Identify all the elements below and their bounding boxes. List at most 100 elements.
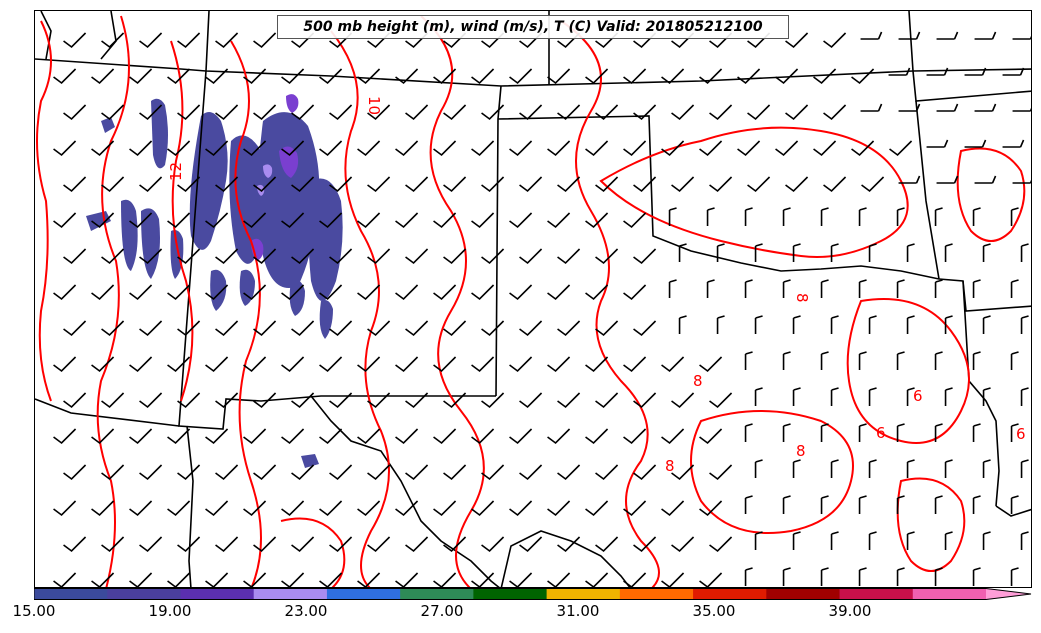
wind-barb [367, 176, 391, 193]
wind-barb [906, 531, 915, 550]
wind-barb [830, 243, 839, 262]
wind-barb [91, 428, 115, 445]
wind-barb [91, 212, 115, 229]
wind-barb [319, 572, 343, 587]
colorbar [34, 588, 1032, 600]
wind-barb [129, 428, 153, 445]
wind-barb [63, 536, 87, 553]
wind-barb [215, 176, 239, 193]
wind-barb [177, 104, 201, 121]
wind-barb [205, 428, 229, 445]
wind-barb [782, 351, 791, 370]
wind-barb [509, 500, 533, 517]
wind-barb [1002, 67, 1025, 76]
wind-barb [253, 32, 277, 49]
wind-barb [699, 500, 723, 517]
wind-barb [944, 459, 953, 478]
colorbar-bin [473, 588, 548, 600]
wind-barb [433, 572, 457, 587]
wind-barb [557, 320, 581, 337]
wind-barb [823, 104, 847, 121]
wind-barb [63, 320, 87, 337]
wind-barb [944, 531, 953, 550]
wind-barb [253, 464, 277, 481]
wind-barb [868, 531, 877, 550]
wind-barb [744, 423, 753, 442]
wind-barb [744, 567, 753, 586]
wind-barb [896, 567, 905, 586]
wind-barb [91, 500, 115, 517]
wind-barb [281, 284, 305, 301]
wind-barb [101, 32, 125, 49]
wind-barb [129, 356, 153, 373]
wind-barb [888, 67, 911, 76]
wind-barb [253, 248, 277, 265]
wind-barb [205, 500, 229, 517]
colorbar-tick-label: 39.00 [828, 602, 872, 620]
wind-barb [253, 392, 277, 409]
wind-barb [585, 500, 609, 517]
wind-barb [395, 500, 419, 517]
wind-barb [782, 495, 791, 514]
wind-barb [896, 351, 905, 370]
wind-barb [509, 68, 533, 85]
wind-barb [1010, 567, 1019, 586]
wind-barb [253, 536, 277, 553]
wind-barb [671, 176, 695, 193]
wind-barb [747, 176, 771, 193]
wind-barb [820, 207, 829, 226]
wind-barb [1020, 315, 1029, 334]
wind-barb [936, 31, 959, 40]
wind-barb [367, 536, 391, 553]
wind-barb [519, 320, 543, 337]
wind-barb [661, 572, 685, 587]
wind-barb [868, 315, 877, 334]
wind-barb [754, 459, 763, 478]
wind-barb [934, 495, 943, 514]
wind-barb [519, 464, 543, 481]
wind-barb [782, 279, 791, 298]
wind-barbs [53, 31, 1031, 587]
wind-barb [205, 284, 229, 301]
map-area[interactable]: 12 10 8 8 8 8 6 6 6 [34, 10, 1032, 588]
wind-barb [215, 32, 239, 49]
wind-barb [851, 68, 875, 85]
wind-barb [792, 459, 801, 478]
wind-barb [668, 207, 677, 226]
wind-barb [547, 212, 571, 229]
wind-barb [830, 531, 839, 550]
wind-barb [661, 500, 685, 517]
contour-label: 12 [167, 162, 185, 181]
map-svg: 12 10 8 8 8 8 6 6 6 [35, 11, 1031, 587]
wind-barb [944, 243, 953, 262]
wind-barb [1020, 387, 1029, 406]
wind-barb [139, 320, 163, 337]
wind-barb [205, 68, 229, 85]
wind-barb [243, 500, 267, 517]
wind-barb [519, 392, 543, 409]
wind-barb [716, 315, 725, 334]
wind-barb [782, 567, 791, 586]
contour-label: 8 [665, 457, 675, 475]
wind-barb [861, 176, 885, 193]
wind-barb [91, 68, 115, 85]
wind-barb [1002, 139, 1025, 148]
wind-barb [982, 243, 991, 262]
wind-barb [623, 140, 647, 157]
wind-barb [820, 495, 829, 514]
wind-barb [858, 351, 867, 370]
wind-barb [509, 428, 533, 445]
wind-barb [291, 104, 315, 121]
wind-barb [509, 212, 533, 229]
wind-barb [1012, 35, 1031, 40]
wind-barb [823, 32, 847, 49]
wind-barb [215, 464, 239, 481]
wind-barb [898, 175, 921, 184]
wind-barb [291, 464, 315, 481]
wind-barb [139, 248, 163, 265]
wind-barb [858, 495, 867, 514]
wind-barb [898, 103, 921, 112]
wind-barb [633, 176, 657, 193]
wind-barb [585, 212, 609, 229]
wind-barb [744, 279, 753, 298]
